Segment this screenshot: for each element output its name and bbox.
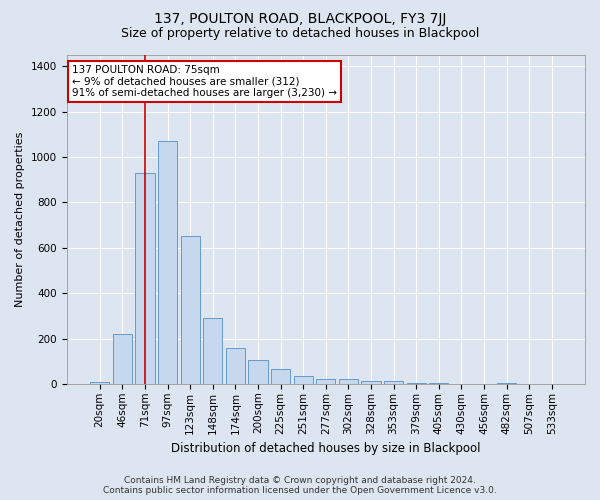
Bar [361,380,380,384]
Bar [113,334,132,384]
Bar [136,173,155,384]
Bar [271,369,290,384]
Bar [339,380,358,384]
Text: Contains HM Land Registry data © Crown copyright and database right 2024.
Contai: Contains HM Land Registry data © Crown c… [103,476,497,495]
X-axis label: Distribution of detached houses by size in Blackpool: Distribution of detached houses by size … [171,442,481,455]
Bar [248,360,268,384]
Y-axis label: Number of detached properties: Number of detached properties [15,132,25,307]
Text: 137 POULTON ROAD: 75sqm
← 9% of detached houses are smaller (312)
91% of semi-de: 137 POULTON ROAD: 75sqm ← 9% of detached… [72,65,337,98]
Bar [497,383,516,384]
Bar [384,381,403,384]
Bar [316,380,335,384]
Text: Size of property relative to detached houses in Blackpool: Size of property relative to detached ho… [121,28,479,40]
Bar [203,318,223,384]
Text: 137, POULTON ROAD, BLACKPOOL, FY3 7JJ: 137, POULTON ROAD, BLACKPOOL, FY3 7JJ [154,12,446,26]
Bar [293,376,313,384]
Bar [90,382,109,384]
Bar [158,141,177,384]
Bar [181,236,200,384]
Bar [226,348,245,384]
